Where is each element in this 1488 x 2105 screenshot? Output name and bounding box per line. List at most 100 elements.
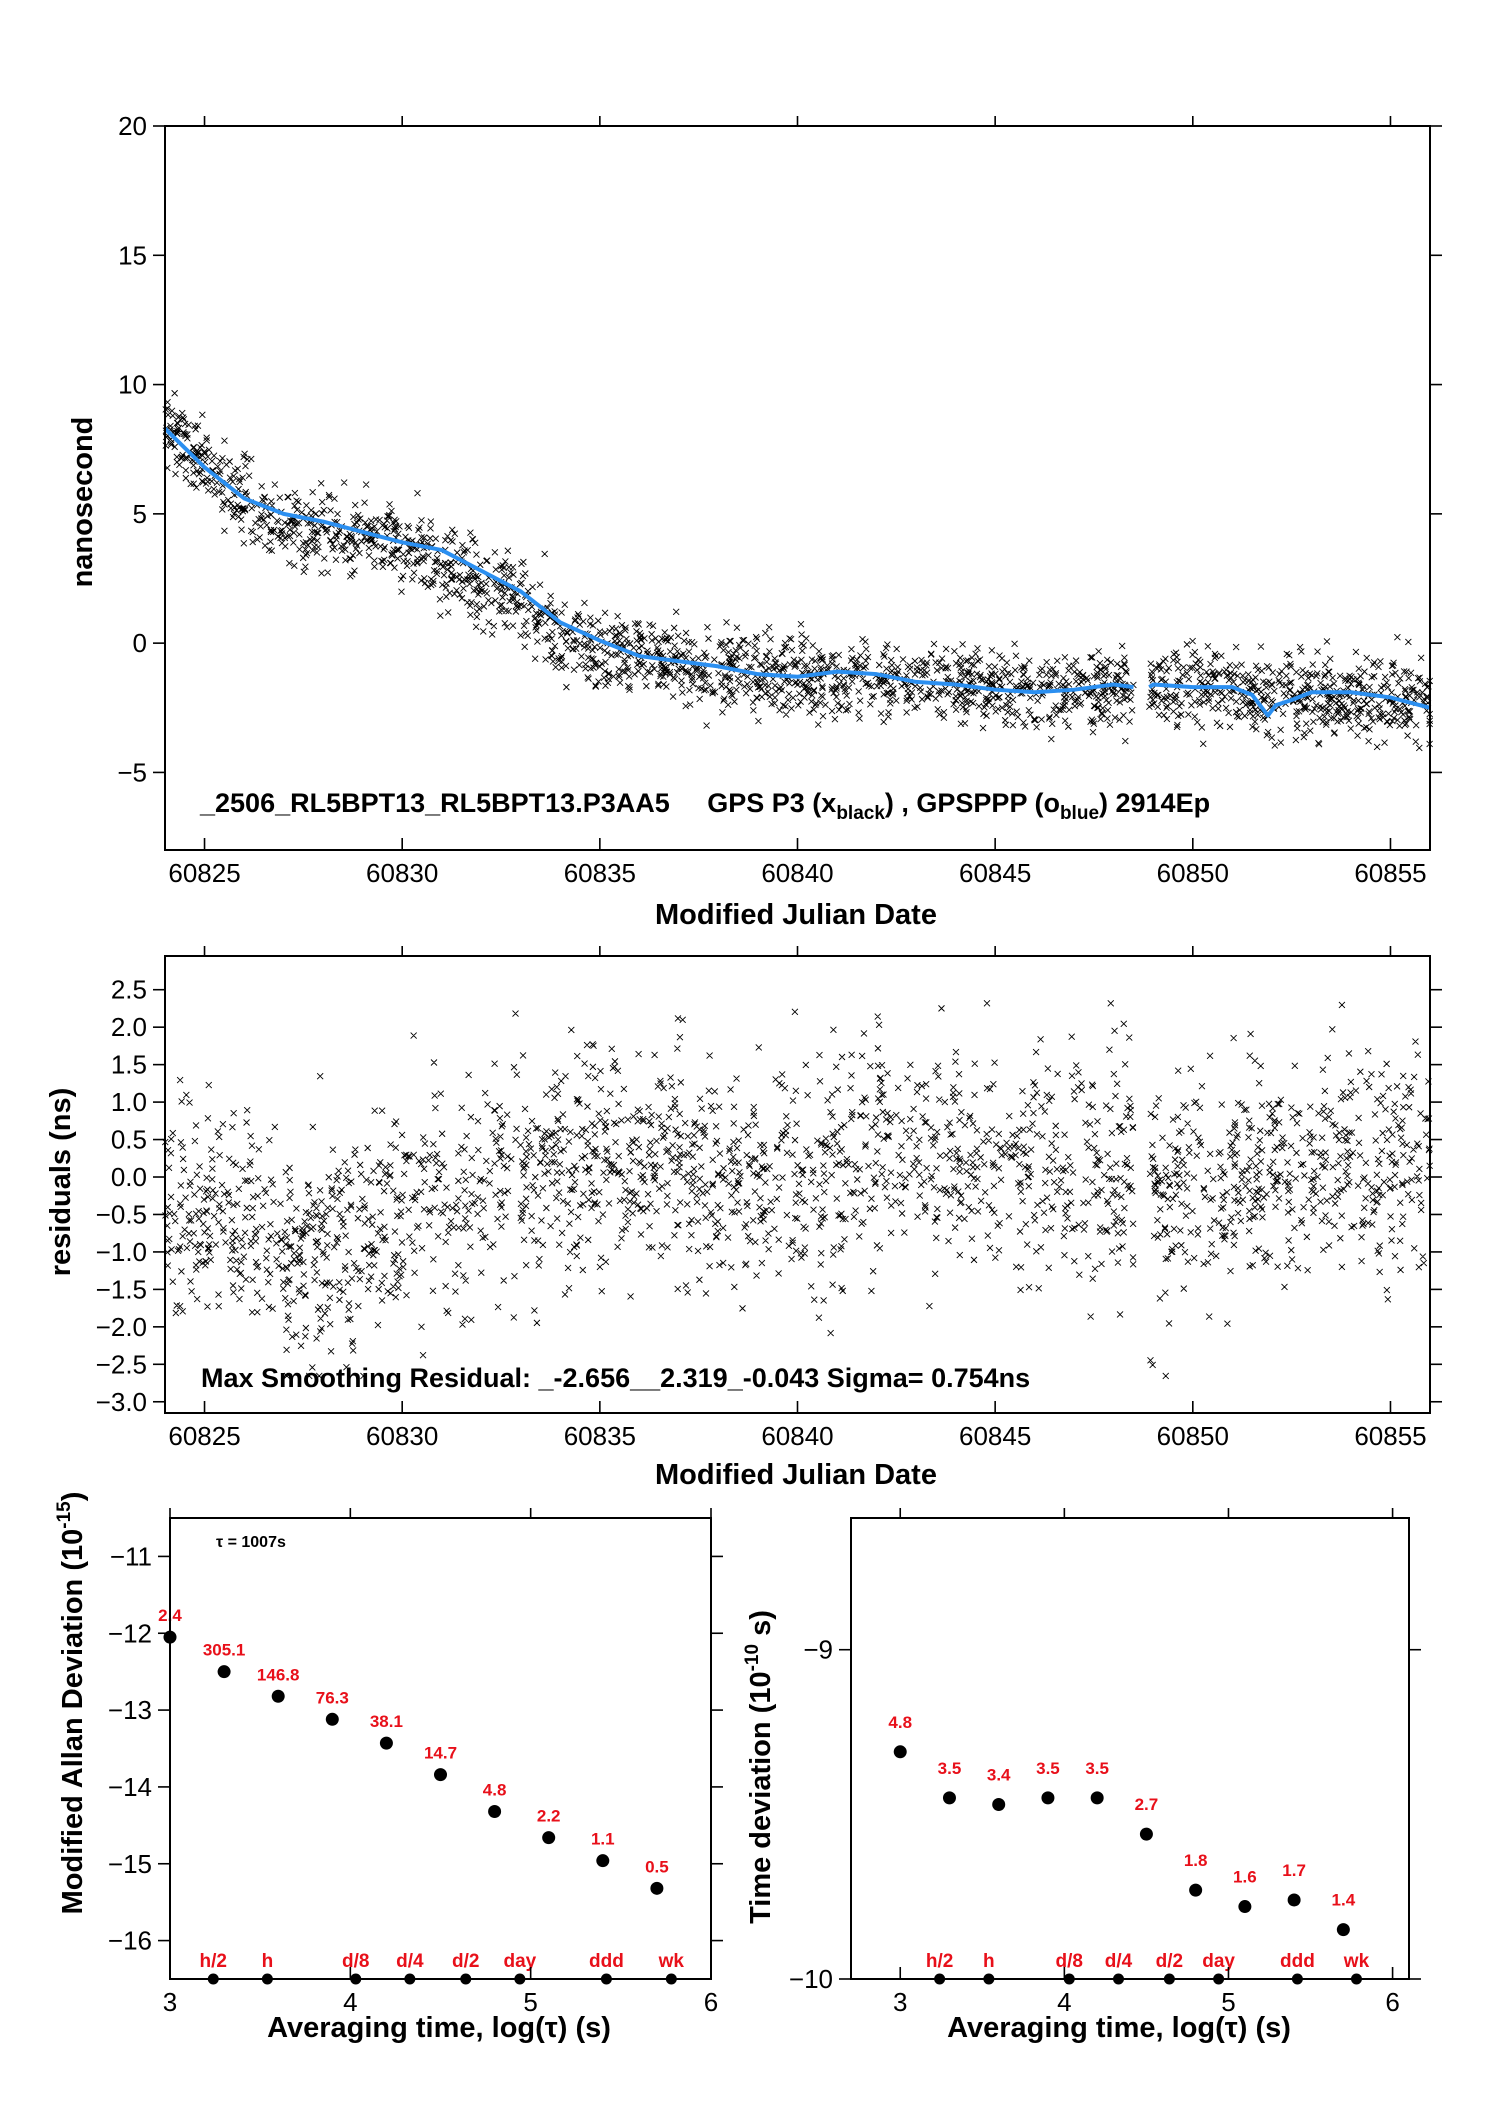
- p4-marker-label: day: [1202, 1951, 1235, 1972]
- p3-y-axis: −16 −15 −14 −13 −12 −11: [108, 1541, 723, 1956]
- p4-data: 4.8 3.5 3.4 3.5 3.5 2.7 1.8 1.6 1.7 1.4 h/2 h d/8 d/4…: [888, 1713, 1370, 1985]
- p3-point-label: 0.5: [645, 1857, 669, 1876]
- p1-frame: [164, 125, 1431, 851]
- p4-y-axis: −10 −9: [789, 1635, 1421, 1994]
- p2-x-axis: 60825 60830 60835 60840 60845 60850 60855: [168, 946, 1427, 1451]
- p1-annotation-blue: blue: [1060, 803, 1099, 824]
- p2-ylabel: residuals (ns): [45, 1088, 77, 1277]
- p3-point-label: 38.1: [370, 1712, 403, 1731]
- p3-point-label: 2.2: [537, 1807, 561, 1826]
- modified-allan-deviation-panel: Modified Allan Deviation (10-15) Averagi…: [54, 1492, 723, 2044]
- p4-point: [1238, 1900, 1252, 1914]
- p2-xtick-label: 60830: [366, 1421, 438, 1451]
- p4-point-label: 1.4: [1332, 1891, 1356, 1910]
- p4-point-label: 3.5: [938, 1759, 962, 1778]
- p2-annotation: Max Smoothing Residual: _-2.656__2.319_-…: [201, 1363, 1030, 1393]
- p3-ytick-label: −15: [108, 1849, 152, 1879]
- p1-xtick-label: 60850: [1157, 858, 1229, 888]
- p4-point: [893, 1745, 907, 1759]
- p3-ylabel: Modified Allan Deviation (10-15): [54, 1492, 89, 1915]
- p4-point: [992, 1797, 1006, 1811]
- p4-xtick-label: 3: [893, 1987, 907, 2017]
- p3-point-label: 1.1: [591, 1830, 615, 1849]
- p3-point: [488, 1805, 502, 1819]
- p2-ytick-label: 2.5: [111, 975, 147, 1005]
- p4-point-label: 2.7: [1135, 1795, 1159, 1814]
- p4-point: [1336, 1923, 1350, 1937]
- p3-point-label: 14.7: [424, 1744, 457, 1763]
- p3-point-label: 76.3: [316, 1688, 349, 1707]
- p4-point: [942, 1791, 956, 1805]
- p2-xtick-label: 60825: [168, 1421, 240, 1451]
- p2-ytick-label: −2.5: [96, 1349, 147, 1379]
- p4-marker-label: wk: [1343, 1951, 1370, 1972]
- p1-ytick-label: 0: [133, 628, 147, 658]
- p1-annotation: _2506_RL5BPT13_RL5BPT13.P3AA5 GPS P3 (x b…: [199, 788, 1210, 824]
- p2-xtick-label: 60855: [1354, 1421, 1426, 1451]
- p1-annotation-run: _2506_RL5BPT13_RL5BPT13.P3AA5: [199, 788, 670, 818]
- p2-xlabel: Modified Julian Date: [655, 1459, 937, 1491]
- p3-data: 2.4305.1146.876.338.114.74.82.21.10.5h/2…: [158, 1606, 685, 1985]
- p1-gpsppp-line: [163, 427, 1431, 718]
- p1-xlabel: Modified Julian Date: [655, 899, 937, 931]
- p3-ytick-label: −12: [108, 1618, 152, 1648]
- p3-point-label: 4.8: [483, 1781, 507, 1800]
- p4-marker-label: d/2: [1156, 1951, 1183, 1972]
- p4-point: [1139, 1827, 1153, 1841]
- p2-ytick-label: 0.5: [111, 1125, 147, 1155]
- p3-marker-label: d/4: [396, 1951, 424, 1972]
- p3-xtick-label: 5: [523, 1987, 537, 2017]
- p3-point: [325, 1712, 339, 1726]
- p2-ytick-label: −1.5: [96, 1274, 147, 1304]
- p4-point: [1090, 1791, 1104, 1805]
- p1-annotation-gps: GPS P3 (x: [707, 788, 836, 818]
- p3-xlabel: Averaging time, log(τ) (s): [267, 2012, 611, 2044]
- p2-data: [161, 999, 1433, 1380]
- p1-xtick-label: 60855: [1354, 858, 1426, 888]
- p2-ytick-label: 0.0: [111, 1162, 147, 1192]
- p1-xtick-label: 60835: [564, 858, 636, 888]
- p3-ytick-label: −11: [110, 1541, 152, 1571]
- p4-point-label: 4.8: [888, 1713, 912, 1732]
- p3-marker-label: ddd: [589, 1951, 624, 1972]
- p1-ytick-label: 10: [118, 370, 147, 400]
- p4-point-label: 1.8: [1184, 1851, 1208, 1870]
- p1-x-axis: 60825 60830 60835 60840 60845 60850 60855: [168, 116, 1427, 888]
- p4-marker-label: ddd: [1280, 1951, 1315, 1972]
- p4-point-label: 1.6: [1233, 1868, 1257, 1887]
- p1-annotation-end: ) 2914Ep: [1099, 788, 1210, 818]
- p3-xtick-label: 4: [343, 1987, 357, 2017]
- p2-xtick-label: 60840: [761, 1421, 833, 1451]
- p3-ytick-label: −13: [108, 1695, 152, 1725]
- p2-residual-points-x: [161, 999, 1433, 1380]
- p3-marker-label: d/2: [452, 1951, 479, 1972]
- p1-y-axis: −5 0 5 10 15 20: [117, 111, 1442, 787]
- p3-ytick-label: −14: [108, 1772, 152, 1802]
- p4-point-label: 3.5: [1036, 1759, 1060, 1778]
- p2-ytick-label: −1.0: [96, 1237, 147, 1267]
- p4-x-axis: 3 4 5 6: [893, 1508, 1400, 2017]
- p1-ylabel: nanosecond: [67, 417, 99, 588]
- p4-point: [1189, 1883, 1203, 1897]
- p4-xtick-label: 4: [1057, 1987, 1071, 2017]
- p4-xlabel: Averaging time, log(τ) (s): [947, 2012, 1291, 2044]
- p2-ytick-label: −3.0: [96, 1387, 147, 1417]
- p4-point-label: 3.5: [1085, 1759, 1109, 1778]
- p2-ytick-label: 1.0: [111, 1087, 147, 1117]
- p4-ylabel: Time deviation (10-10 s): [742, 1610, 777, 1924]
- p2-xtick-label: 60845: [959, 1421, 1031, 1451]
- p2-ytick-label: 1.5: [111, 1050, 147, 1080]
- p3-frame: [169, 1517, 712, 1980]
- p3-ytick-label: −16: [108, 1926, 152, 1956]
- p3-point: [542, 1831, 556, 1845]
- p2-xtick-label: 60835: [564, 1421, 636, 1451]
- p3-point: [434, 1768, 447, 1782]
- p3-marker-label: wk: [658, 1951, 685, 1972]
- p3-xtick-label: 6: [704, 1987, 718, 2017]
- p4-xtick-label: 6: [1385, 1987, 1399, 2017]
- p1-raw-points-x: [162, 389, 1434, 752]
- p3-xtick-label: 3: [163, 1987, 177, 2017]
- residuals-panel: residuals (ns) Modified Julian Date Max …: [45, 946, 1442, 1491]
- p1-ytick-label: 20: [118, 111, 147, 141]
- p3-marker-label: h: [262, 1951, 274, 1972]
